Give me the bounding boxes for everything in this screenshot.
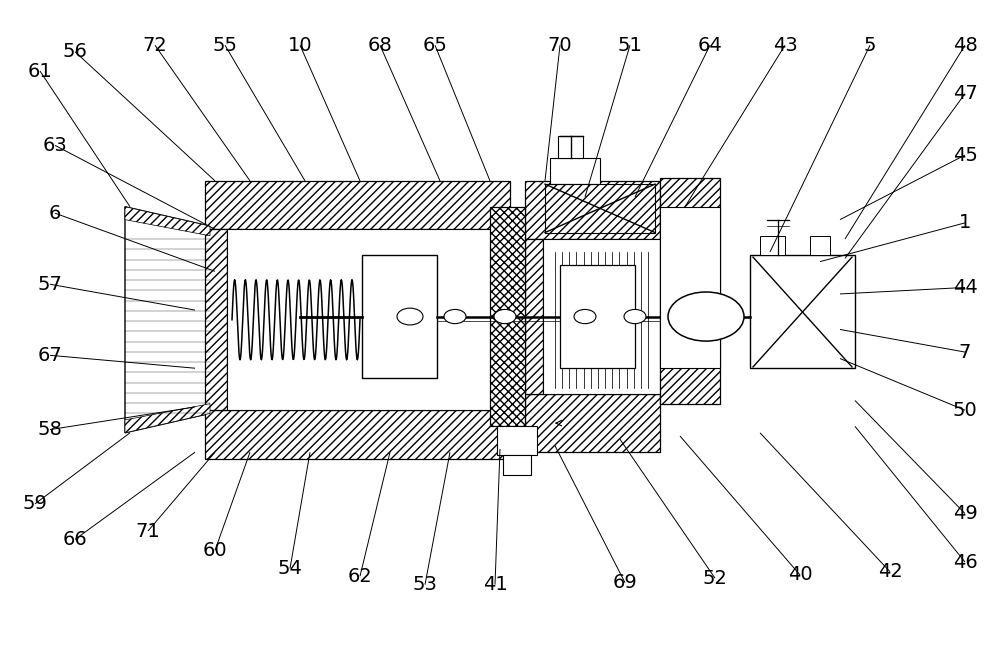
Text: 53: 53: [413, 575, 437, 594]
Text: 1: 1: [959, 213, 971, 233]
Text: 45: 45: [953, 145, 977, 165]
Text: 67: 67: [38, 346, 62, 365]
Text: 71: 71: [136, 521, 160, 541]
Bar: [490, 207, 525, 426]
Text: 48: 48: [953, 36, 977, 55]
Bar: [497, 426, 537, 455]
Bar: [558, 136, 583, 158]
Bar: [205, 410, 510, 459]
Bar: [750, 255, 855, 368]
Bar: [810, 236, 830, 255]
Bar: [760, 236, 785, 255]
Bar: [660, 207, 720, 368]
Text: 40: 40: [788, 565, 812, 585]
Text: 60: 60: [203, 541, 227, 560]
Text: 56: 56: [63, 42, 87, 61]
Bar: [543, 239, 660, 394]
Text: 42: 42: [878, 562, 902, 581]
Text: 43: 43: [773, 36, 797, 55]
Circle shape: [444, 309, 466, 324]
Text: 54: 54: [278, 559, 302, 578]
Text: 68: 68: [368, 36, 392, 55]
Text: 7: 7: [959, 342, 971, 362]
Text: 66: 66: [63, 530, 87, 549]
Text: 72: 72: [143, 36, 167, 55]
Text: 47: 47: [953, 84, 977, 103]
Bar: [525, 239, 543, 394]
Text: 65: 65: [423, 36, 447, 55]
Text: 59: 59: [23, 494, 47, 514]
Bar: [525, 181, 660, 239]
Text: 63: 63: [43, 136, 67, 155]
Text: 41: 41: [483, 575, 507, 594]
Circle shape: [624, 309, 646, 324]
Bar: [205, 181, 510, 229]
Polygon shape: [125, 207, 210, 433]
Text: 69: 69: [613, 573, 637, 592]
Text: 46: 46: [953, 552, 977, 572]
Bar: [560, 265, 635, 368]
Text: 64: 64: [698, 36, 722, 55]
Circle shape: [574, 309, 596, 324]
Text: 51: 51: [618, 36, 642, 55]
Text: 61: 61: [28, 61, 52, 81]
Text: 55: 55: [212, 36, 238, 55]
Circle shape: [668, 292, 744, 341]
Text: 6: 6: [49, 203, 61, 223]
Text: 70: 70: [548, 36, 572, 55]
Polygon shape: [125, 207, 210, 236]
Circle shape: [397, 308, 423, 325]
Circle shape: [494, 309, 516, 324]
Bar: [525, 394, 660, 452]
Bar: [227, 229, 510, 410]
Bar: [545, 184, 655, 233]
Text: 57: 57: [38, 275, 62, 294]
Text: 58: 58: [38, 420, 62, 439]
Text: 49: 49: [953, 504, 977, 523]
Text: 44: 44: [953, 278, 977, 297]
Text: 5: 5: [864, 36, 876, 55]
Text: 50: 50: [953, 401, 977, 420]
Polygon shape: [125, 404, 210, 433]
Bar: [503, 455, 531, 475]
Bar: [362, 255, 437, 378]
Bar: [660, 178, 720, 404]
Bar: [550, 158, 600, 184]
Text: 10: 10: [288, 36, 312, 55]
Text: 62: 62: [348, 567, 372, 586]
Bar: [205, 229, 227, 410]
Text: 52: 52: [703, 568, 727, 588]
